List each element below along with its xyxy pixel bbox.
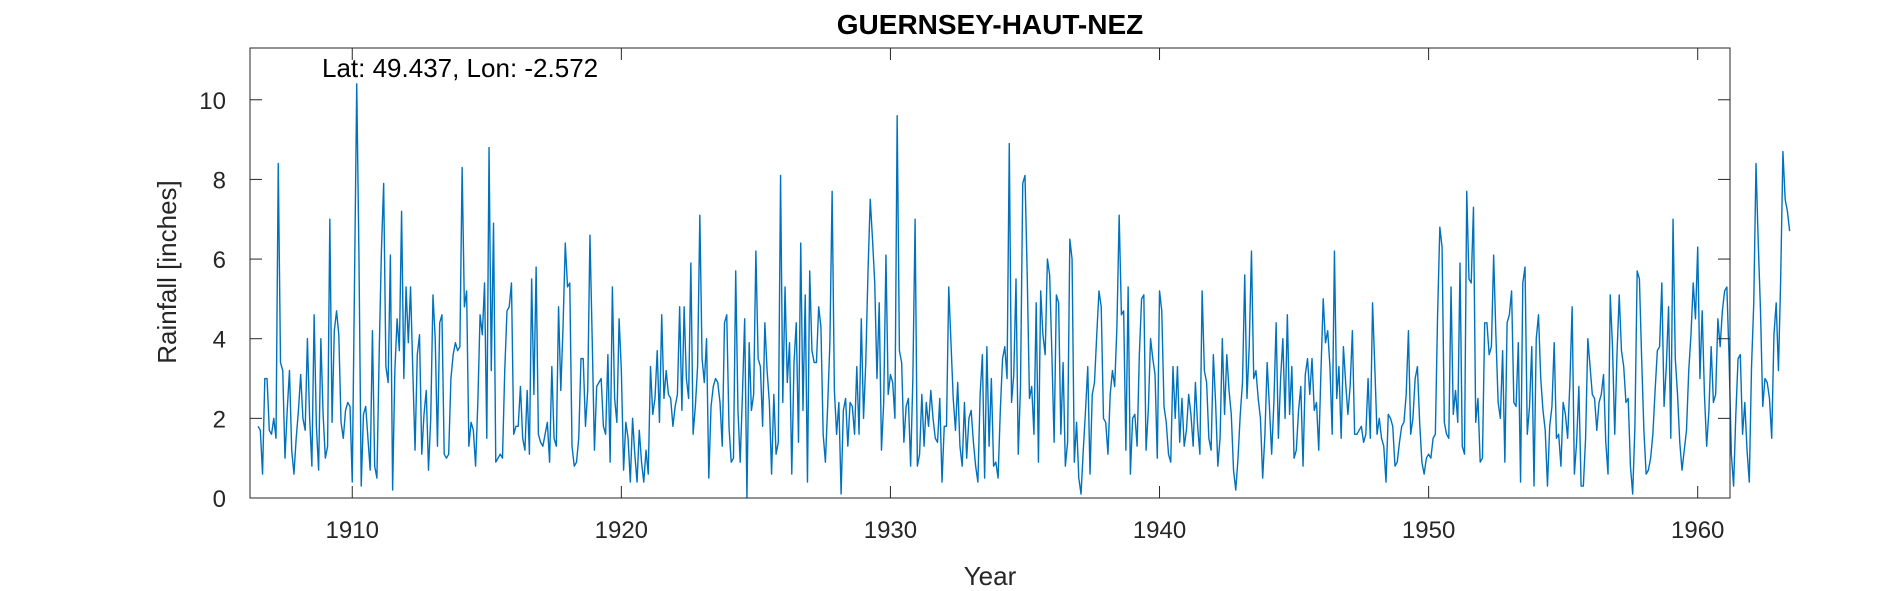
y-tick-label: 10 (199, 88, 226, 115)
chart-title: GUERNSEY-HAUT-NEZ (837, 9, 1143, 40)
y-axis-ticks: 0 2 4 6 8 10 (199, 88, 1730, 513)
y-axis-label: Rainfall [inches] (152, 180, 182, 364)
x-tick-label: 1920 (595, 517, 648, 544)
x-axis-ticks: 1910 1920 1930 1940 1950 1960 (326, 48, 1724, 544)
series-layer (257, 83, 1791, 499)
y-tick-label: 6 (213, 247, 226, 274)
y-tick-label: 8 (213, 167, 226, 194)
x-axis-label: Year (964, 561, 1017, 591)
axes-box (249, 47, 1731, 499)
y-tick-label: 2 (213, 406, 226, 433)
x-tick-label: 1950 (1402, 517, 1455, 544)
rainfall-series-line-0 (257, 83, 1791, 499)
x-tick-label: 1960 (1671, 517, 1724, 544)
y-tick-label: 4 (213, 327, 226, 354)
x-tick-label: 1910 (326, 517, 379, 544)
x-tick-label: 1940 (1133, 517, 1186, 544)
y-tick-label: 0 (213, 486, 226, 513)
location-annotation: Lat: 49.437, Lon: -2.572 (322, 53, 598, 83)
x-tick-label: 1930 (864, 517, 917, 544)
